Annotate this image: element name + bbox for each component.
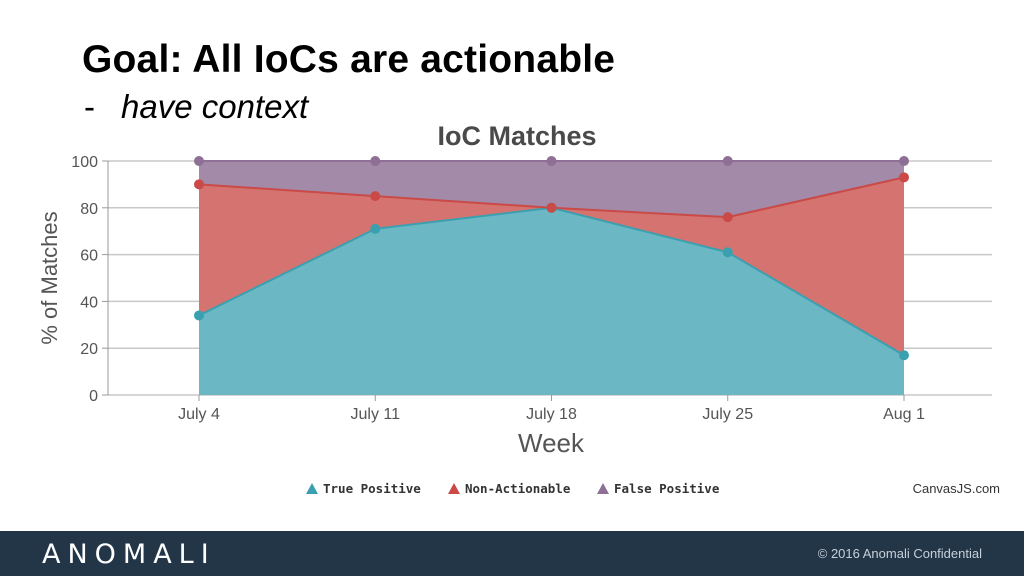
y-tick-label: 60 bbox=[80, 248, 98, 265]
x-tick-label: July 4 bbox=[178, 406, 220, 423]
legend-marker bbox=[597, 483, 609, 494]
y-tick-label: 80 bbox=[80, 201, 98, 218]
area-series bbox=[198, 160, 905, 395]
y-axis-title: % of Matches bbox=[37, 211, 62, 344]
data-point bbox=[546, 156, 557, 166]
legend-marker bbox=[306, 483, 318, 494]
data-point bbox=[722, 212, 733, 223]
data-point bbox=[546, 202, 557, 213]
chart-credit: CanvasJS.com bbox=[913, 481, 1000, 496]
y-tick-label: 40 bbox=[80, 294, 98, 311]
axes: 0 20 40 60 80 100 July 4 July 11 July 18 July 25 A… bbox=[71, 154, 925, 423]
legend-label: True Positive bbox=[323, 481, 421, 496]
bullet-marker: - bbox=[84, 88, 95, 125]
x-tick-label: Aug 1 bbox=[883, 406, 925, 423]
data-point bbox=[194, 310, 204, 321]
data-point bbox=[899, 172, 909, 183]
data-point bbox=[370, 156, 381, 166]
footer-bar: ANOMALI © 2016 Anomali Confidential bbox=[0, 531, 1024, 576]
y-tick-label: 0 bbox=[89, 388, 98, 405]
data-point bbox=[722, 247, 733, 258]
slide-title: Goal: All IoCs are actionable bbox=[82, 38, 616, 81]
anomali-logo: ANOMALI bbox=[42, 539, 216, 570]
data-point bbox=[899, 350, 909, 361]
chart-title: IoC Matches bbox=[437, 121, 596, 151]
data-point bbox=[722, 156, 733, 166]
y-tick-label: 100 bbox=[71, 154, 98, 171]
y-tick-label: 20 bbox=[80, 341, 98, 358]
data-point bbox=[899, 156, 909, 166]
legend-label: Non-Actionable bbox=[465, 481, 571, 496]
data-point bbox=[194, 156, 204, 166]
data-point bbox=[194, 179, 204, 190]
copyright-text: © 2016 Anomali Confidential bbox=[817, 546, 982, 561]
data-markers bbox=[194, 156, 909, 361]
subtitle-text: have context bbox=[121, 88, 309, 125]
x-axis-title: Week bbox=[518, 428, 585, 458]
x-tick-label: July 18 bbox=[526, 406, 577, 423]
data-point bbox=[370, 191, 381, 202]
legend-marker bbox=[448, 483, 460, 494]
x-tick-label: July 25 bbox=[702, 406, 753, 423]
data-point bbox=[370, 223, 381, 234]
slide-subtitle: - have context bbox=[84, 88, 308, 126]
x-tick-label: July 11 bbox=[350, 406, 400, 423]
legend-label: False Positive bbox=[614, 481, 720, 496]
chart-legend: True Positive Non-Actionable False Positiv… bbox=[306, 481, 720, 496]
